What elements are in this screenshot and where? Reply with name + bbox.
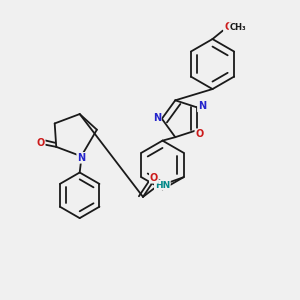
Text: N: N bbox=[77, 153, 85, 163]
Text: O: O bbox=[195, 129, 203, 139]
Text: O: O bbox=[224, 22, 232, 32]
Text: O: O bbox=[37, 138, 45, 148]
Text: O: O bbox=[150, 173, 158, 183]
Text: HN: HN bbox=[155, 181, 170, 190]
Text: CH₃: CH₃ bbox=[229, 23, 246, 32]
Text: N: N bbox=[198, 101, 206, 111]
Text: N: N bbox=[153, 113, 161, 123]
